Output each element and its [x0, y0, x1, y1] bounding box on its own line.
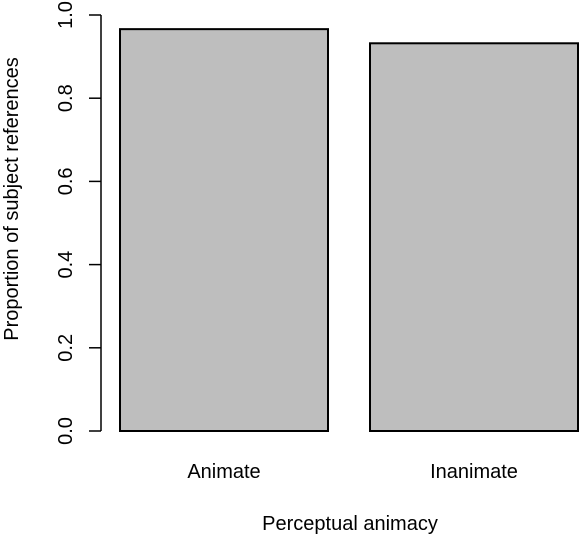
- x-tick-label: Inanimate: [430, 461, 518, 483]
- y-tick-label: 0.8: [55, 84, 77, 112]
- x-tick-label: Animate: [187, 461, 260, 483]
- bars: [119, 28, 579, 433]
- y-tick-label: 0.4: [55, 251, 77, 279]
- bar-animate: [119, 28, 329, 432]
- y-tick-label: 0.2: [55, 334, 77, 362]
- y-tick-label: 0.0: [55, 417, 77, 445]
- x-axis-title: Perceptual animacy: [262, 513, 438, 535]
- y-tick-label: 0.6: [55, 167, 77, 195]
- y-tick-label: 1.0: [55, 1, 77, 29]
- bar-inanimate: [369, 42, 579, 433]
- y-axis: 0.0 0.2 0.4 0.6 0.8 1.0: [55, 1, 102, 445]
- y-axis-title: Proportion of subject references: [1, 57, 23, 341]
- x-tick-labels: Animate Inanimate: [187, 461, 518, 483]
